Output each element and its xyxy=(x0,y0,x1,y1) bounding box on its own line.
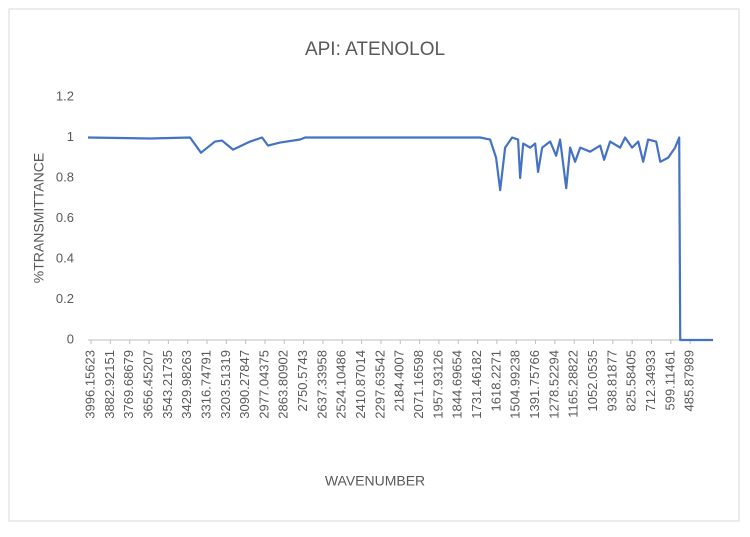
x-tick-label: 2637.33958 xyxy=(314,350,329,419)
x-tick-label: 938.81877 xyxy=(604,350,619,411)
x-tick-label: 3090.27847 xyxy=(237,350,252,419)
x-tick-label: 3543.21735 xyxy=(160,350,175,419)
x-tick-label: 2297.63542 xyxy=(372,350,387,419)
series-line xyxy=(87,136,713,342)
y-tick-label: 0.8 xyxy=(56,169,74,184)
x-tick-label: 2750.5743 xyxy=(295,350,310,411)
chart-title: API: ATENOLOL xyxy=(305,39,445,60)
x-tick-label: 2863.80902 xyxy=(276,350,291,419)
x-tick-label: 3316.74791 xyxy=(198,350,213,419)
y-tick-label: 1.2 xyxy=(56,88,74,103)
x-tick-label: 2977.04375 xyxy=(256,350,271,419)
x-tick-label: 3203.51319 xyxy=(218,350,233,419)
x-tick-label: 3882.92151 xyxy=(102,350,117,419)
x-tick-label: 3429.98263 xyxy=(179,350,194,419)
y-tick-label: 0.2 xyxy=(56,291,74,306)
x-tick-label: 1618.2271 xyxy=(488,350,503,411)
x-tick-label: 3769.68679 xyxy=(121,350,136,419)
x-tick-label: 2071.16598 xyxy=(411,350,426,419)
x-tick-label: 1052.0535 xyxy=(585,350,600,411)
x-tick-label: 485.87989 xyxy=(682,350,697,411)
x-tick-label: 712.34933 xyxy=(643,350,658,411)
y-tick-label: 0 xyxy=(67,331,74,346)
x-tick-label: 3996.15623 xyxy=(82,350,97,419)
x-tick-label: 2524.10486 xyxy=(334,350,349,419)
x-tick-label: 1278.52294 xyxy=(546,350,561,419)
x-tick-label: 1957.93126 xyxy=(430,350,445,419)
x-tick-label: 825.58405 xyxy=(624,350,639,411)
x-tick-label: 2410.87014 xyxy=(353,350,368,419)
x-tick-label: 1391.75766 xyxy=(527,350,542,419)
x-tick-label: 3656.45207 xyxy=(140,350,155,419)
chart-border xyxy=(8,8,740,522)
y-tick-label: 0.4 xyxy=(56,250,74,265)
x-tick-label: 1731.46182 xyxy=(469,350,484,419)
x-tick-label: 2184.4007 xyxy=(392,350,407,411)
x-tick-label: 1504.99238 xyxy=(508,350,523,419)
x-tick-label: 1844.69654 xyxy=(450,350,465,419)
x-axis-label: WAVENUMBER xyxy=(325,473,425,489)
y-tick-label: 1 xyxy=(67,129,74,144)
y-tick-label: 0.6 xyxy=(56,210,74,225)
x-tick-label: 599.11461 xyxy=(662,350,677,411)
x-tick-label: 1165.28822 xyxy=(566,350,581,418)
y-axis-label: %TRANSMITTANCE xyxy=(31,153,47,283)
